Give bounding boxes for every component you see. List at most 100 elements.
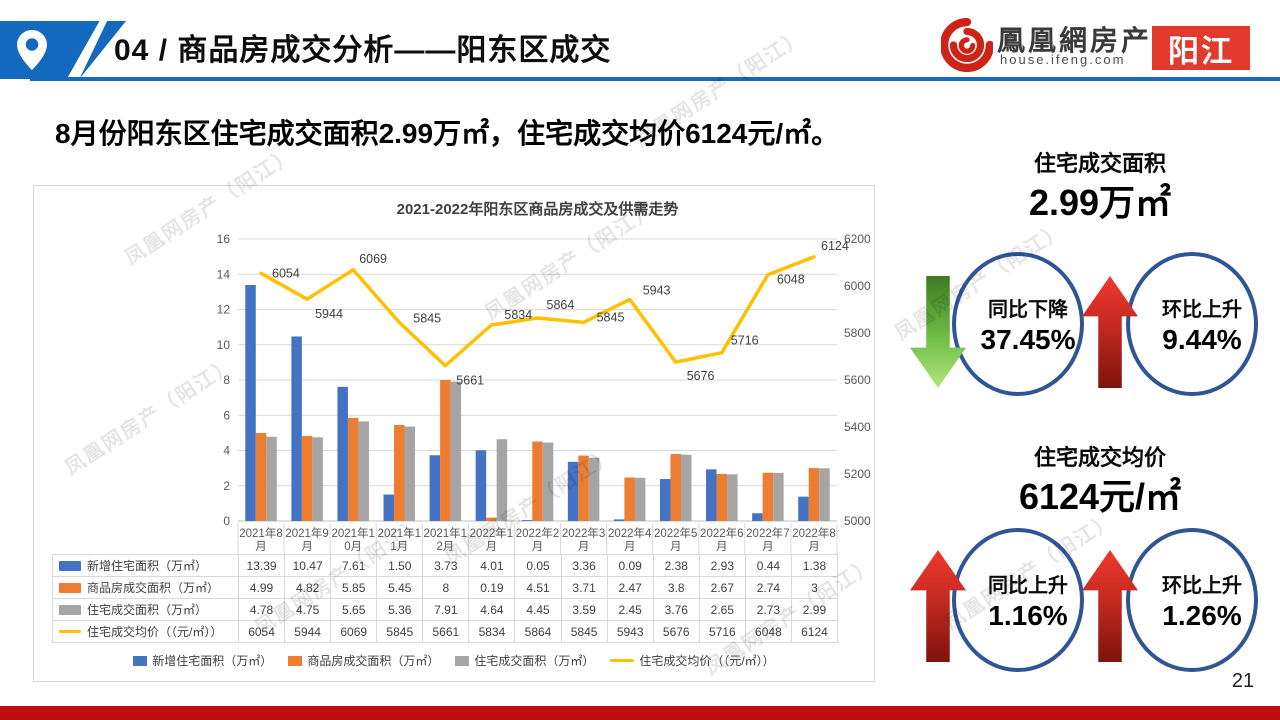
legend-item: 新增住宅面积（万㎡） [133, 652, 272, 669]
table-cell: 3.73 [423, 555, 470, 577]
table-cell: 0.44 [745, 555, 792, 577]
svg-text:14: 14 [217, 267, 231, 281]
svg-text:10: 10 [217, 338, 231, 352]
chart-panel: 0 2 4 6 8 10 12 14 16 5000 5200 5400 5600 5800 6000 620… [33, 185, 875, 682]
kpi-price-title: 住宅成交均价 [1033, 445, 1166, 470]
svg-text:5200: 5200 [844, 467, 871, 481]
svg-text:6000: 6000 [844, 279, 871, 293]
bar-series-0 [245, 285, 809, 521]
table-cell: 8 [423, 577, 470, 599]
table-row-label: 住宅成交均价（（元/㎡）） [53, 621, 239, 643]
svg-text:2022年3: 2022年3 [562, 526, 605, 540]
kpi-circle-area-mom: 环比上升 9.44% [1126, 252, 1258, 396]
kpi-area-title: 住宅成交面积 [1033, 151, 1166, 176]
svg-text:2022年7: 2022年7 [746, 526, 789, 540]
table-cell: 2.45 [607, 599, 654, 621]
kpi-percent: 9.44% [1162, 323, 1242, 355]
svg-text:2022年5: 2022年5 [654, 526, 697, 540]
page-number: 21 [1231, 670, 1255, 692]
table-cell: 6048 [745, 621, 792, 643]
table-cell: 2.67 [699, 577, 746, 599]
svg-text:5661: 5661 [456, 374, 484, 388]
table-cell: 5864 [515, 621, 562, 643]
table-cell: 3.8 [653, 577, 700, 599]
bar-series-1 [255, 380, 820, 522]
x-axis-labels: 2021年8月2021年9月2021年10月2021年11月2021年12月20… [239, 526, 835, 553]
svg-text:5676: 5676 [687, 369, 715, 383]
svg-text:0: 0 [223, 514, 230, 528]
svg-text:月: 月 [301, 541, 313, 553]
table-cell: 6054 [239, 621, 286, 643]
svg-text:月: 月 [670, 541, 682, 553]
svg-text:16: 16 [217, 232, 231, 246]
legend-square-icon [59, 560, 81, 571]
series-name: 商品房成交面积（万㎡） [87, 581, 220, 595]
chart-data-table: 新增住宅面积（万㎡） 13.39 10.47 7.61 1.50 3.73 4.01 0.05… [52, 554, 839, 643]
legend-square-icon [455, 655, 470, 666]
table-cell: 4.64 [469, 599, 516, 621]
legend-line-icon [610, 658, 635, 663]
table-cell: 6069 [331, 621, 378, 643]
phoenix-logo-icon [941, 18, 993, 72]
svg-text:5864: 5864 [547, 298, 575, 312]
svg-text:2月: 2月 [436, 541, 454, 553]
table-cell: 4.75 [285, 599, 332, 621]
location-pin-icon [17, 30, 47, 70]
svg-text:2022年1: 2022年1 [470, 526, 513, 540]
svg-text:月: 月 [716, 541, 728, 553]
kpi-price-value: 6124元/㎡ [1018, 476, 1182, 517]
chart-legend: 新增住宅面积（万㎡） 商品房成交面积（万㎡） 住宅成交面积（万㎡） 住宅成交均价（（元… [34, 652, 874, 669]
svg-text:6: 6 [223, 408, 230, 422]
kpi-percent: 37.45% [980, 323, 1076, 355]
footer-bar [0, 706, 1280, 720]
table-cell: 3 [791, 577, 839, 599]
table-cell: 4.99 [239, 577, 286, 599]
table-row-label: 商品房成交面积（万㎡） [53, 577, 239, 599]
table-cell: 2.65 [699, 599, 746, 621]
table-cell: 3.36 [561, 555, 608, 577]
svg-text:月: 月 [624, 541, 636, 553]
svg-text:2022年4: 2022年4 [608, 526, 652, 540]
table-cell: 5845 [561, 621, 608, 643]
slide-subtitle: 8月份阳东区住宅成交面积2.99万㎡，住宅成交均价6124元/㎡。 [55, 118, 840, 149]
table-cell: 5.45 [377, 577, 424, 599]
svg-text:8: 8 [223, 373, 230, 387]
table-cell: 2.74 [745, 577, 792, 599]
svg-text:5716: 5716 [731, 334, 759, 348]
kpi-label: 环比上升 [1162, 298, 1242, 321]
kpi-circle-price-yoy: 同比上升 1.16% [952, 528, 1084, 672]
legend-item: 商品房成交面积（万㎡） [288, 652, 439, 669]
table-cell: 2.47 [607, 577, 654, 599]
svg-text:2021年8: 2021年8 [239, 526, 282, 540]
legend-square-icon [288, 655, 303, 666]
svg-text:5944: 5944 [315, 307, 343, 321]
legend-label: 新增住宅面积（万㎡） [152, 654, 273, 668]
header-flag-shape [0, 21, 126, 79]
svg-text:5400: 5400 [844, 420, 871, 434]
table-cell: 5716 [699, 621, 746, 643]
svg-text:月: 月 [808, 541, 820, 553]
logo-city-badge: 阳江 [1152, 26, 1250, 70]
kpi-label: 环比上升 [1162, 574, 1242, 597]
table-cell: 4.78 [239, 599, 286, 621]
svg-text:2021年1: 2021年1 [424, 526, 467, 540]
series-name: 住宅成交面积（万㎡） [87, 603, 208, 617]
svg-text:2021年1: 2021年1 [378, 526, 421, 540]
header-underline [30, 77, 1280, 81]
svg-text:6069: 6069 [359, 252, 387, 266]
table-cell: 4.01 [469, 555, 516, 577]
table-cell: 5943 [607, 621, 654, 643]
combo-chart: 0 2 4 6 8 10 12 14 16 5000 5200 5400 5600 5800 6000 620… [217, 232, 871, 554]
legend-item: 住宅成交均价（（元/㎡）） [610, 652, 775, 669]
table-cell: 5944 [285, 621, 332, 643]
table-cell: 5.36 [377, 599, 424, 621]
table-cell: 3.71 [561, 577, 608, 599]
legend-square-icon [59, 604, 81, 615]
svg-text:月: 月 [255, 541, 267, 553]
svg-text:6054: 6054 [272, 266, 300, 280]
table-cell: 0.19 [469, 577, 516, 599]
legend-item: 住宅成交面积（万㎡） [455, 652, 594, 669]
table-cell: 3.59 [561, 599, 608, 621]
left-axis-ticks: 0 2 4 6 8 10 12 14 16 [217, 232, 231, 528]
